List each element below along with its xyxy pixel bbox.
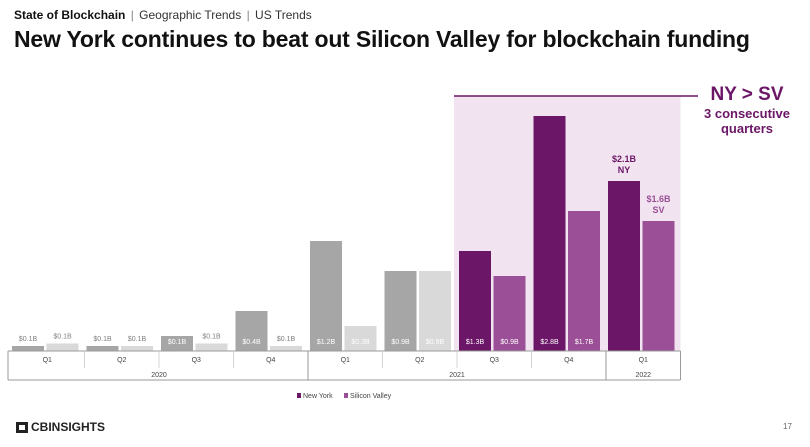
breadcrumb: State of Blockchain | Geographic Trends … xyxy=(14,8,312,22)
bar-value-label: $2.8B xyxy=(540,339,559,346)
callout-line-2: quarters xyxy=(720,121,774,136)
x-tick-label: Q1 xyxy=(639,357,648,364)
x-tick-label: Q2 xyxy=(415,357,424,364)
bar-ny xyxy=(12,346,44,351)
breadcrumb-part-1: Geographic Trends xyxy=(139,8,242,22)
x-tick-label: Q1 xyxy=(43,357,52,364)
bar-value-label: $1.7B xyxy=(575,339,594,346)
x-tick-label: Q2 xyxy=(117,357,126,364)
callout-headline: NY > SV xyxy=(710,84,784,105)
bar-ny xyxy=(235,311,268,351)
year-label: 2021 xyxy=(449,372,465,379)
bar-value-label: $0.9B xyxy=(391,339,410,346)
legend-swatch xyxy=(297,393,301,398)
bar-ny xyxy=(533,116,566,351)
bar-sv xyxy=(419,271,451,351)
bar-value-label: $0.1B xyxy=(19,336,38,343)
breadcrumb-separator: | xyxy=(246,8,250,22)
bar-sv xyxy=(568,211,600,351)
page-number: 17 xyxy=(783,422,792,431)
x-tick-label: Q4 xyxy=(266,357,275,364)
bar-value-label: $0.1B xyxy=(53,334,72,341)
brand-name: CBINSIGHTS xyxy=(31,420,106,434)
bar-ny xyxy=(86,346,119,351)
breadcrumb-section: State of Blockchain xyxy=(14,8,126,22)
bar-value-label: $0.1B xyxy=(277,336,296,343)
bar-ny xyxy=(161,336,193,351)
legend-label: New York xyxy=(303,393,333,400)
x-tick-label: Q3 xyxy=(490,357,499,364)
bar-ny xyxy=(608,181,640,351)
year-label: 2022 xyxy=(635,372,651,379)
bar-value-label: $0.9B xyxy=(500,339,519,346)
callout: NY > SV 3 consecutive quarters xyxy=(693,84,801,136)
bar-value-label: $2.1B xyxy=(612,154,637,164)
x-tick-label: Q4 xyxy=(564,357,573,364)
bar-sv xyxy=(642,221,675,351)
x-tick-label: Q3 xyxy=(192,357,201,364)
bar-value-label: $1.6B xyxy=(646,194,671,204)
bar-value-label: $0.3B xyxy=(351,339,370,346)
cb-logo-icon xyxy=(16,421,28,433)
breadcrumb-separator: | xyxy=(130,8,134,22)
breadcrumb-part-2: US Trends xyxy=(255,8,312,22)
bar-sv xyxy=(493,276,526,351)
bar-sv xyxy=(195,343,228,351)
bar-ny xyxy=(459,251,491,351)
page-title: New York continues to beat out Silicon V… xyxy=(14,26,750,52)
bar-value-label: $0.9B xyxy=(426,339,445,346)
bar-value-label: $0.4B xyxy=(242,339,261,346)
bar-value-label: $0.1B xyxy=(128,336,147,343)
bar-value-label: $0.1B xyxy=(93,336,112,343)
legend-label: Silicon Valley xyxy=(350,393,392,400)
year-label: 2020 xyxy=(151,372,167,379)
bar-ny xyxy=(310,241,342,351)
bar-series-label: SV xyxy=(652,205,664,215)
bar-ny xyxy=(384,271,417,351)
bar-value-label: $0.1B xyxy=(168,339,187,346)
bar-series-label: NY xyxy=(618,165,631,175)
callout-line-1: 3 consecutive xyxy=(704,106,790,121)
bar-value-label: $0.1B xyxy=(202,334,221,341)
bar-sv xyxy=(121,346,153,351)
brand-logo: CBINSIGHTS xyxy=(16,420,105,434)
bar-sv xyxy=(46,343,79,351)
bar-value-label: $1.2B xyxy=(317,339,336,346)
bar-sv xyxy=(344,326,377,351)
legend-swatch xyxy=(344,393,348,398)
bar-sv xyxy=(270,346,302,351)
bar-value-label: $1.3B xyxy=(466,339,485,346)
x-tick-label: Q1 xyxy=(341,357,350,364)
